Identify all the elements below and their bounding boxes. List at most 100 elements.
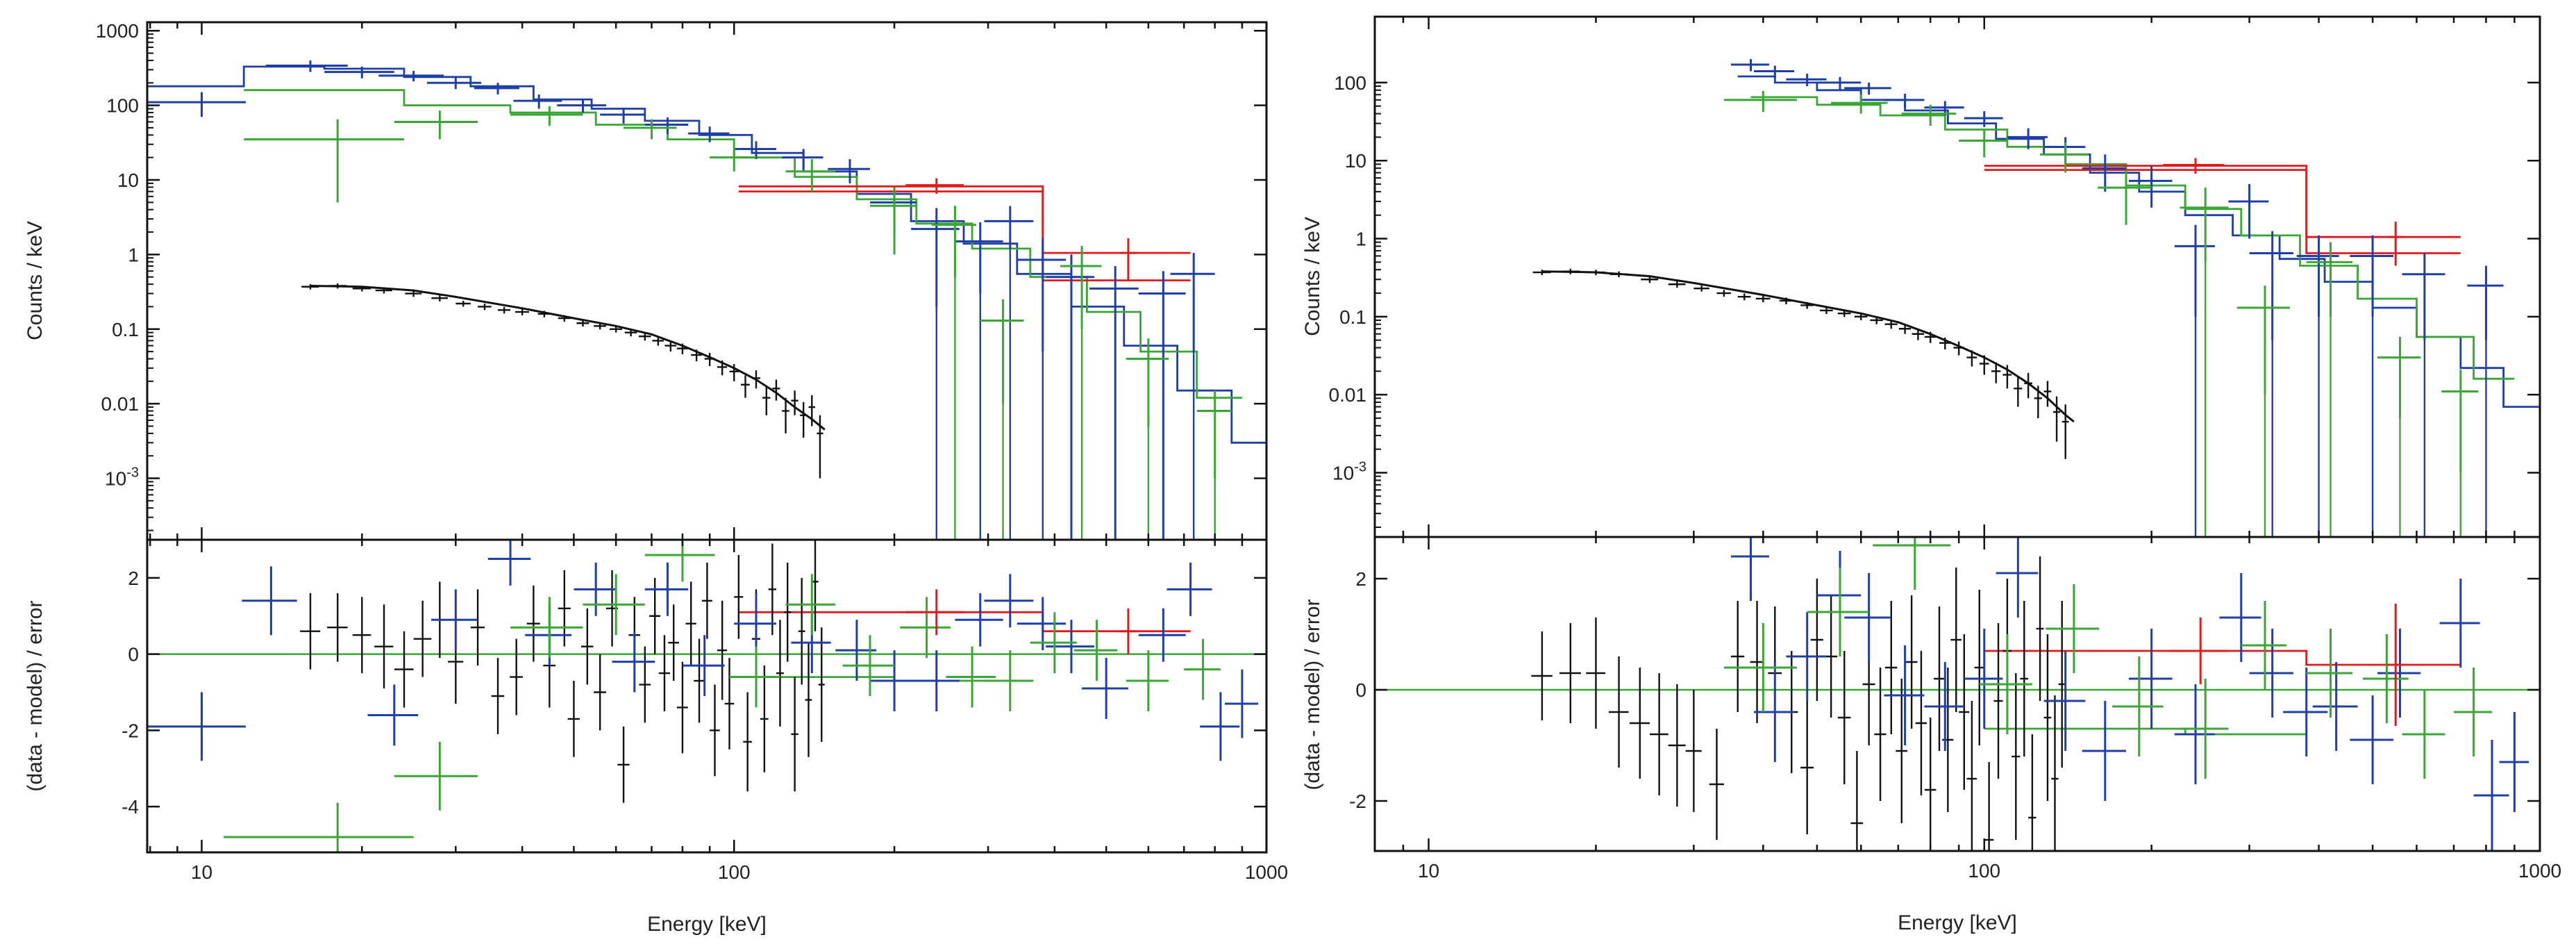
right-residual-black-point: [1974, 590, 1984, 745]
left-residual-black-point: [783, 562, 792, 662]
right-residual-black-point: [2012, 673, 2021, 840]
left-residual-blue-point: [734, 593, 776, 654]
left-residual-black-point: [694, 638, 705, 723]
right-green-point: [2040, 142, 2089, 173]
left-residual-black-point: [639, 646, 651, 723]
left-black-point: [375, 288, 392, 294]
right-residual-red-point: [2386, 604, 2404, 726]
right-residual-green-point: [2241, 601, 2287, 690]
left-black-point: [576, 320, 589, 327]
right-residual-black-point: [1609, 656, 1629, 768]
left-residual-green-point: [900, 597, 951, 659]
left-residual-black-point: [798, 577, 805, 685]
right-xtick-label: 1000: [2518, 860, 2561, 882]
right-black-point: [1898, 324, 1912, 334]
left-black-point: [352, 286, 371, 292]
left-black-point: [537, 311, 551, 317]
left-blue-point: [1170, 253, 1215, 352]
left-black-point: [676, 343, 688, 354]
right-blue-point: [1964, 111, 2003, 127]
right-black-point: [2034, 386, 2042, 418]
right-residual-black-point: [1915, 651, 1927, 795]
left-axes: 1000 100 10 1 0.1 0.01 10-3 2 0 -2 -4 10 100 1000: [96, 20, 1288, 883]
right-black-point: [1912, 329, 1924, 340]
right-residual-blue-point: [2082, 701, 2127, 801]
left-blue-point: [557, 99, 606, 113]
right-residual-black-point: [1993, 623, 2003, 779]
left-blue-point: [1138, 271, 1186, 540]
right-black-point: [1641, 276, 1659, 283]
left-black-point: [638, 332, 651, 341]
right-residual-blue-point: [1754, 662, 1795, 762]
left-ytick-label: 1000: [96, 20, 139, 42]
right-residual-black-point: [1810, 579, 1823, 701]
right-black-point: [2002, 365, 2012, 389]
right-ytick-label: 10-3: [1332, 459, 1366, 483]
right-residual-black-point: [1933, 606, 1945, 751]
left-residual-blue-point: [1082, 658, 1128, 719]
right-residual-black-point: [1950, 568, 1962, 712]
right-blue-point: [2174, 224, 2215, 317]
right-residual-black-point: [1905, 595, 1918, 729]
right-green-point: [2098, 170, 2152, 225]
right-ytick-label: 0: [1355, 679, 1366, 701]
left-blue-point: [688, 126, 730, 142]
left-green-model: [244, 89, 1242, 399]
left-residual-black-point: [710, 684, 720, 777]
left-residual-green-point: [510, 597, 583, 659]
left-black-point: [624, 329, 637, 337]
left-blue-point: [324, 66, 394, 78]
right-residual-blue-point: [2499, 712, 2529, 812]
right-residual-red-point: [2168, 618, 2229, 684]
left-black-point: [729, 364, 739, 381]
left-black-point: [558, 315, 571, 322]
left-black-point: [515, 308, 529, 315]
right-residual-black-point: [1730, 601, 1745, 712]
left-residual-black-point: [658, 635, 670, 711]
left-ytick-label: 100: [106, 95, 139, 117]
right-residual-black-point: [1630, 668, 1650, 779]
right-residual-black-point: [1837, 651, 1851, 784]
left-residual-blue-point: [242, 566, 297, 636]
right-blue-point: [2296, 235, 2339, 317]
left-blue-point: [147, 92, 246, 117]
right-residual-blue-point: [2350, 695, 2394, 784]
left-blue-point: [427, 77, 482, 90]
right-residual-blue-point: [2377, 629, 2421, 718]
left-black-point: [817, 415, 823, 479]
right-black-point: [1966, 350, 1977, 367]
right-residual-black-point: [2043, 634, 2052, 801]
right-residual-black-point: [1531, 631, 1553, 720]
left-black-point: [405, 290, 422, 297]
right-residual-blue-point: [2043, 651, 2086, 751]
right-residual-black-point: [1984, 762, 1994, 851]
right-black-point: [1870, 316, 1883, 324]
left-residual-black-point: [701, 562, 712, 639]
right-ytick-label: 100: [1334, 72, 1366, 94]
left-black-point: [717, 360, 728, 376]
left-blue-model: [147, 65, 1266, 444]
right-residual-black-point: [1586, 618, 1606, 729]
right-residual-blue-point: [1844, 573, 1891, 662]
right-black-point: [1820, 307, 1833, 315]
left-green-point: [624, 119, 677, 140]
left-residual-plot-frame: [146, 538, 1268, 854]
right-axes: 100 10 1 0.1 0.01 10-3 2 0 -2 10 100 1000: [1329, 17, 2561, 882]
right-green-point: [2377, 337, 2421, 418]
right-black-point: [1991, 362, 2001, 383]
right-residual-black-point: [1824, 595, 1838, 718]
left-black-point: [652, 336, 664, 346]
right-residual-black-point: [1896, 679, 1907, 823]
left-residual-green-point: [842, 635, 895, 696]
right-xtick-label: 10: [1418, 860, 1439, 882]
right-residual-black-point: [1668, 684, 1686, 807]
left-residual-black-point: [649, 577, 661, 654]
right-black-point: [2052, 396, 2061, 442]
left-residual-black-point: [743, 692, 752, 792]
left-blue-point: [600, 108, 645, 124]
left-residual-blue-point: [1046, 620, 1095, 674]
left-residual-black-point: [510, 638, 523, 716]
right-top-ylabel: Counts / keV: [1301, 217, 1324, 336]
left-residual-black-point: [768, 543, 776, 636]
right-blue-point: [1816, 76, 1862, 90]
